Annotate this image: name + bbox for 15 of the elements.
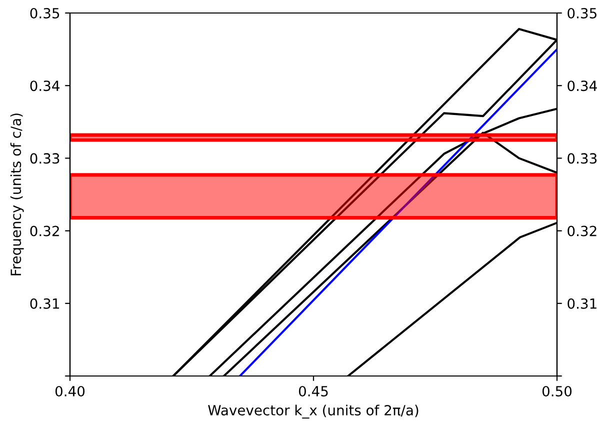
y-tick-label: 0.33 (30, 153, 60, 164)
y2-tick-label: 0.34 (568, 80, 597, 92)
y2-tick-label: 0.35 (568, 8, 596, 18)
y-axis-title: Frequency (units of c/a) (10, 114, 24, 276)
x-tick-label: 0.40 (55, 386, 85, 396)
y-tick-label: 0.35 (30, 8, 60, 18)
y-tick-label: 0.34 (30, 80, 60, 92)
y2-tick-label: 0.33 (568, 153, 597, 164)
y2-tick-label: 0.31 (568, 298, 596, 309)
y-tick-label: 0.31 (30, 298, 59, 309)
x-tick-label: 0.45 (298, 386, 328, 396)
y2-tick-label: 0.32 (568, 226, 596, 236)
x-tick-label: 0.50 (542, 386, 572, 396)
x-axis-title: Wavevector k_x (units of 2π/a) (208, 404, 418, 419)
y-tick-label: 0.32 (30, 226, 59, 236)
